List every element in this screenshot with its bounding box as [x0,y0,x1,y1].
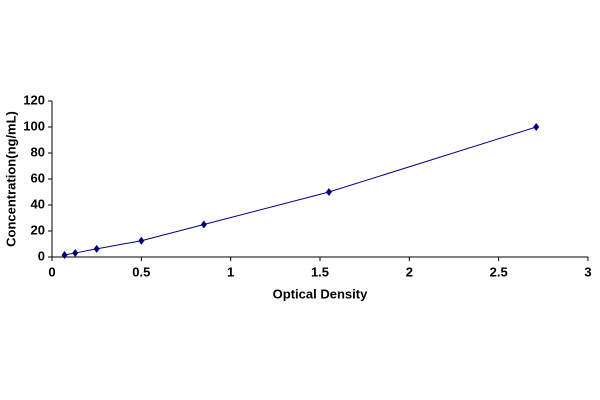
y-tick-label: 60 [31,170,45,185]
x-tick-label: 3 [584,264,591,279]
x-tick-label: 2.5 [490,264,508,279]
y-tick-label: 120 [23,92,45,107]
point [72,248,79,257]
point [325,188,332,196]
y-axis-label: Concentration(ng/mL) [3,111,18,247]
x-tick-label: 1 [227,264,234,279]
curve [64,126,537,256]
point [138,236,145,245]
y-tick-label: 100 [23,118,45,133]
y-tick-label: 40 [31,196,45,211]
point [200,220,207,229]
x-tick-label: 1.5 [311,264,329,279]
x-tick-label: 2 [406,264,413,279]
point [533,123,540,131]
x-tick-label: 0 [48,264,55,279]
y-tick-label: 20 [31,222,45,237]
x-tick-label: 0.5 [132,264,150,279]
x-axis-label: Optical Density [273,286,368,301]
y-tick-label: 0 [38,248,45,263]
y-tick-label: 80 [31,144,45,159]
point [61,250,68,259]
point [93,244,100,253]
